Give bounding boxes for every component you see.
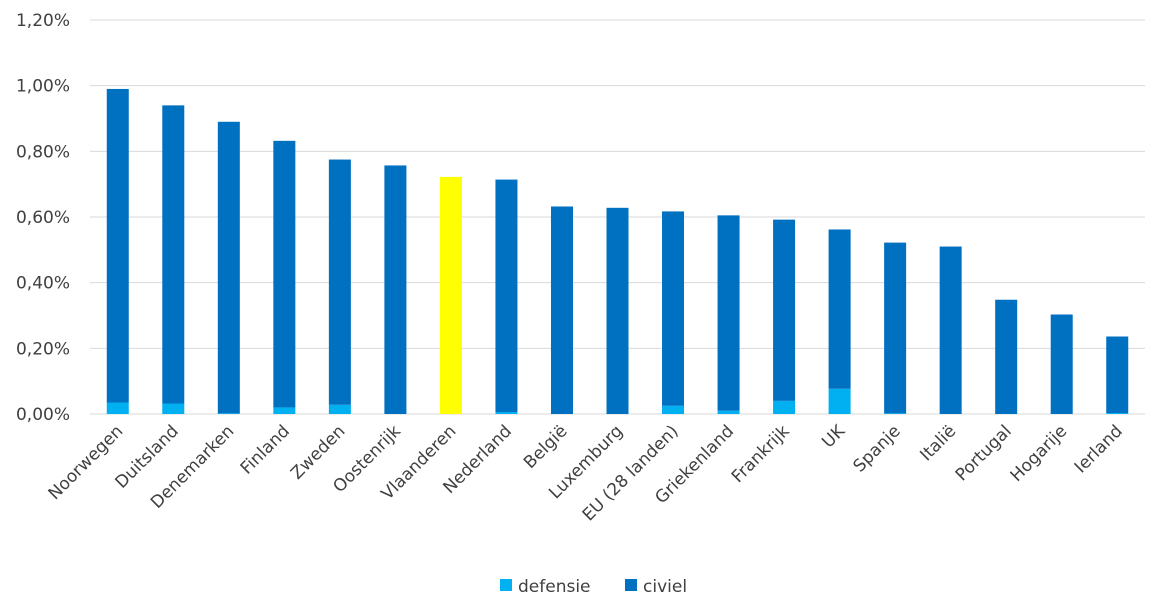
x-tick-label: Portugal: [952, 421, 1016, 485]
bar-civiel-hogarije: [1050, 314, 1073, 414]
x-tick-label: Ierland: [1071, 421, 1127, 477]
bar-civiel-vlaanderen: [439, 176, 462, 414]
y-tick-label: 0,40%: [16, 274, 70, 294]
y-tick-label: 0,00%: [16, 405, 70, 425]
bar-defensie-spanje: [884, 413, 907, 414]
bar-defensie-finland: [273, 407, 296, 414]
bar-defensie-noorwegen: [106, 402, 129, 414]
legend-swatch-defensie: [500, 579, 512, 591]
bar-civiel-spanje: [884, 242, 907, 414]
x-tick-label: Hogarije: [1007, 421, 1072, 486]
x-tick-label: Finland: [237, 421, 294, 478]
bar-civiel-luxemburg: [606, 207, 629, 414]
y-tick-label: 1,20%: [16, 11, 70, 31]
bar-civiel-oostenrijk: [384, 165, 407, 414]
bar-defensie-duitsland: [162, 403, 185, 414]
y-tick-label: 0,60%: [16, 208, 70, 228]
bar-defensie-zweden: [328, 404, 351, 414]
bar-civiel-portugal: [995, 299, 1018, 414]
bar-civiel-uk: [828, 229, 851, 389]
y-tick-label: 0,80%: [16, 142, 70, 162]
legend: defensie civiel: [500, 577, 687, 597]
x-tick-label: EU (28 landen): [579, 421, 683, 525]
x-axis-tick-labels: NoorwegenDuitslandDenemarkenFinlandZwede…: [45, 421, 1127, 525]
bar-civiel-itali-: [939, 246, 962, 414]
x-tick-label: België: [520, 421, 571, 472]
bars: [106, 88, 1129, 414]
y-axis-tick-labels: 0,00% 0,20% 0,40% 0,60% 0,80% 1,00% 1,20%: [16, 11, 70, 425]
y-tick-label: 1,00%: [16, 77, 70, 97]
bar-civiel-eu-28-landen-: [662, 211, 685, 406]
x-tick-label: Spanje: [850, 421, 905, 476]
bar-civiel-duitsland: [162, 105, 185, 404]
x-tick-label: UK: [818, 421, 849, 452]
bar-defensie-uk: [828, 388, 851, 414]
bar-civiel-finland: [273, 140, 296, 408]
bar-civiel-ierland: [1106, 336, 1129, 414]
x-tick-label: Noorwegen: [45, 421, 128, 504]
bar-civiel-nederland: [495, 179, 518, 413]
bar-defensie-griekenland: [717, 410, 740, 414]
bar-defensie-eu-28-landen-: [662, 405, 685, 414]
bar-defensie-denemarken: [217, 413, 240, 414]
bar-civiel-noorwegen: [106, 88, 129, 403]
legend-swatch-civiel: [625, 579, 637, 591]
bar-civiel-denemarken: [217, 121, 240, 414]
bar-defensie-ierland: [1106, 413, 1129, 414]
y-tick-label: 0,20%: [16, 339, 70, 359]
bar-civiel-zweden: [328, 159, 351, 405]
x-tick-label: Frankrijk: [728, 421, 794, 487]
bar-defensie-frankrijk: [773, 400, 796, 414]
x-tick-label: Italië: [916, 421, 960, 465]
bar-civiel-frankrijk: [773, 219, 796, 401]
legend-label-civiel: civiel: [643, 577, 687, 597]
bar-civiel-griekenland: [717, 215, 740, 411]
bar-civiel-belgi-: [550, 206, 573, 414]
legend-label-defensie: defensie: [518, 577, 591, 597]
bar-defensie-nederland: [495, 412, 518, 414]
